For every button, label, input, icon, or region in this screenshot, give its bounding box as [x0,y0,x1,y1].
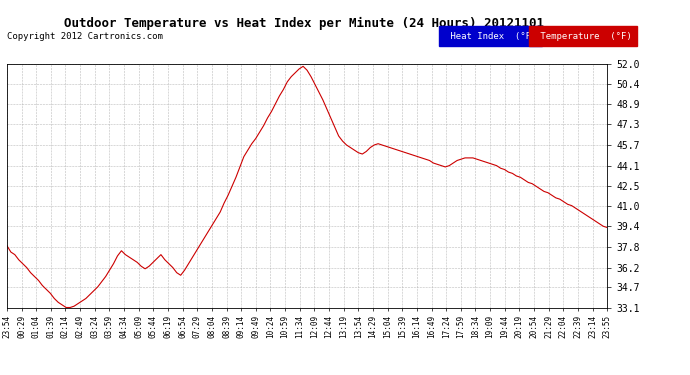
Text: Outdoor Temperature vs Heat Index per Minute (24 Hours) 20121101: Outdoor Temperature vs Heat Index per Mi… [63,17,544,30]
Text: Copyright 2012 Cartronics.com: Copyright 2012 Cartronics.com [7,32,163,41]
Text: Temperature  (°F): Temperature (°F) [535,32,631,41]
Text: Heat Index  (°F): Heat Index (°F) [445,32,536,41]
